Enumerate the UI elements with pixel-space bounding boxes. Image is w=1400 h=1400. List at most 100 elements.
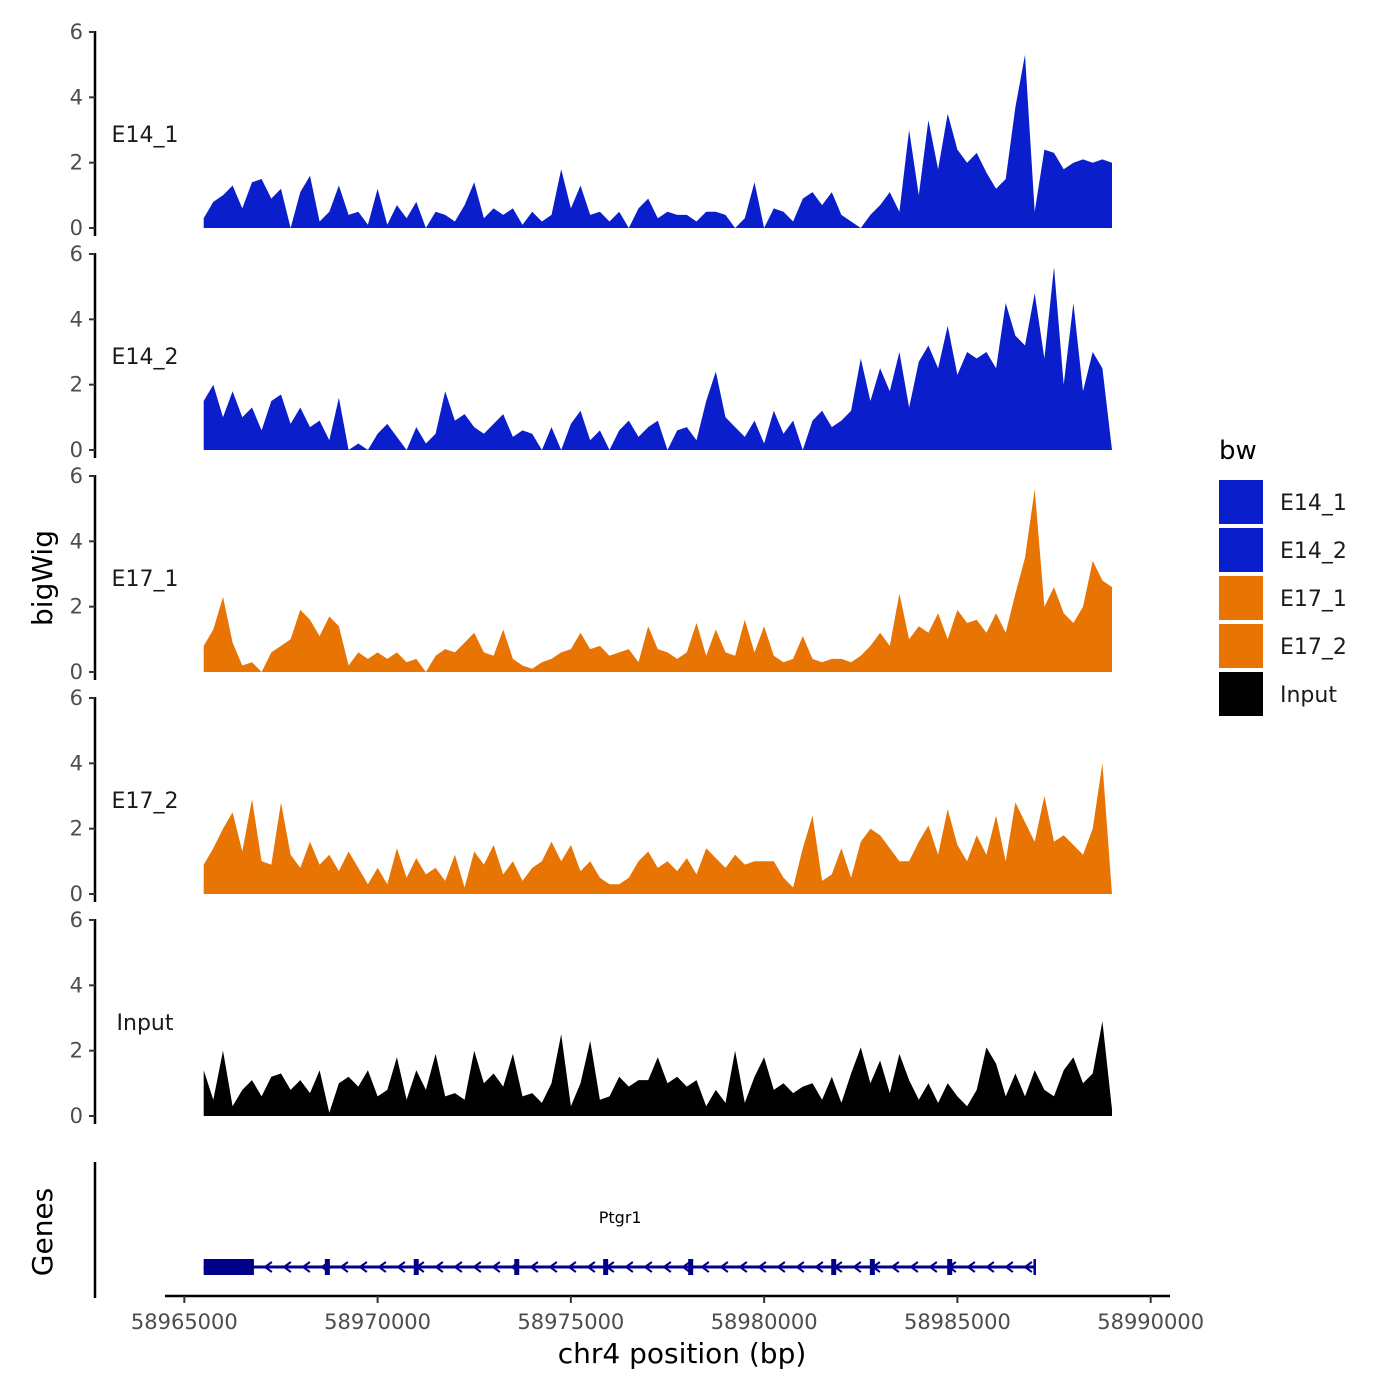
signal-area <box>203 267 1112 450</box>
y-tick-label: 2 <box>70 595 83 619</box>
strand-arrow <box>567 1261 577 1273</box>
y-tick-label: 2 <box>70 1039 83 1063</box>
gene-track-title: Genes <box>26 1188 59 1276</box>
strand-arrow <box>814 1261 824 1273</box>
strand-arrow <box>852 1261 862 1273</box>
strand-arrow <box>624 1261 634 1273</box>
y-tick-label: 6 <box>70 908 83 932</box>
strand-arrow <box>1004 1261 1014 1273</box>
x-axis-title: chr4 position (bp) <box>558 1337 807 1370</box>
gene-name-label: Ptgr1 <box>599 1208 642 1227</box>
strand-arrow <box>491 1261 501 1273</box>
y-axis-title: bigWig <box>26 530 59 626</box>
y-tick-label: 0 <box>70 216 83 240</box>
track-label: E17_1 <box>112 567 179 592</box>
x-axis: 58965000 58970000 58975000 58980000 58985000… <box>131 1294 1204 1334</box>
strand-arrow <box>1023 1261 1033 1273</box>
y-tick-label: 6 <box>70 686 83 710</box>
legend: bw E14_1 E14_2 E17_1 E17_2 Input <box>1219 436 1347 716</box>
x-tick-label: 58975000 <box>517 1310 624 1334</box>
legend-title: bw <box>1219 436 1257 466</box>
track-label: E17_2 <box>112 789 179 814</box>
signal-area <box>203 54 1112 229</box>
legend-swatch <box>1219 528 1263 572</box>
gene-exon <box>603 1259 609 1275</box>
legend-swatch <box>1219 576 1263 620</box>
legend-label: E14_1 <box>1280 491 1347 516</box>
strand-arrow <box>396 1261 406 1273</box>
strand-arrow <box>358 1261 368 1273</box>
y-tick-label: 0 <box>70 438 83 462</box>
gene-exon <box>688 1259 694 1275</box>
x-tick-label: 58970000 <box>324 1310 431 1334</box>
strand-arrow <box>909 1261 919 1273</box>
strand-arrow <box>890 1261 900 1273</box>
y-tick-label: 0 <box>70 1104 83 1128</box>
strand-arrow <box>586 1261 596 1273</box>
strand-arrow <box>662 1261 672 1273</box>
gene-track: Ptgr1 <box>93 1162 1036 1298</box>
signal-area <box>203 763 1112 894</box>
legend-label: E17_2 <box>1280 635 1347 660</box>
track-input: 0 2 4 6 Input <box>70 908 1112 1128</box>
strand-arrow <box>339 1261 349 1273</box>
x-tick-label: 58965000 <box>131 1310 238 1334</box>
strand-arrow <box>453 1261 463 1273</box>
y-tick-label: 4 <box>70 529 83 553</box>
signal-area <box>203 1021 1112 1116</box>
y-tick-label: 6 <box>70 464 83 488</box>
strand-arrow <box>966 1261 976 1273</box>
legend-swatch <box>1219 624 1263 668</box>
y-tick-label: 4 <box>70 85 83 109</box>
y-tick-label: 2 <box>70 151 83 175</box>
legend-swatch <box>1219 672 1263 716</box>
track-label: E14_2 <box>112 345 179 370</box>
strand-arrow <box>434 1261 444 1273</box>
gene-exon <box>413 1259 419 1275</box>
x-tick-label: 58980000 <box>711 1310 818 1334</box>
strand-arrow <box>301 1261 311 1273</box>
y-tick-label: 6 <box>70 242 83 266</box>
strand-arrow <box>776 1261 786 1273</box>
bigwig-tracks: 0 2 4 6 E14_1 0 2 4 6 E14_2 0 2 4 6 E17_1 0 2 4 6 E17_2 0 2 4 6… <box>70 20 1112 1128</box>
y-tick-label: 0 <box>70 660 83 684</box>
track-e14-2: 0 2 4 6 E14_2 <box>70 242 1112 462</box>
strand-arrow <box>757 1261 767 1273</box>
legend-label: E14_2 <box>1280 539 1347 564</box>
strand-arrow <box>738 1261 748 1273</box>
track-e14-1: 0 2 4 6 E14_1 <box>70 20 1112 240</box>
legend-label: Input <box>1280 683 1337 708</box>
gene-exon <box>324 1259 330 1275</box>
y-tick-label: 2 <box>70 373 83 397</box>
strand-arrow <box>985 1261 995 1273</box>
y-tick-label: 2 <box>70 817 83 841</box>
track-label: Input <box>117 1011 174 1036</box>
y-tick-label: 0 <box>70 882 83 906</box>
y-tick-label: 4 <box>70 973 83 997</box>
signal-area <box>203 489 1112 672</box>
track-e17-1: 0 2 4 6 E17_1 <box>70 464 1112 684</box>
strand-arrow <box>681 1261 691 1273</box>
strand-arrow <box>282 1261 292 1273</box>
x-tick-label: 58985000 <box>904 1310 1011 1334</box>
strand-arrow <box>795 1261 805 1273</box>
strand-arrow <box>548 1261 558 1273</box>
strand-arrow <box>643 1261 653 1273</box>
strand-arrow <box>928 1261 938 1273</box>
gene-utr-block <box>203 1259 254 1275</box>
strand-arrow <box>472 1261 482 1273</box>
legend-swatch <box>1219 480 1263 524</box>
strand-arrow <box>719 1261 729 1273</box>
y-tick-label: 4 <box>70 751 83 775</box>
track-e17-2: 0 2 4 6 E17_2 <box>70 686 1112 906</box>
gene-exon <box>947 1259 953 1275</box>
legend-label: E17_1 <box>1280 587 1347 612</box>
x-tick-label: 58990000 <box>1097 1310 1204 1334</box>
strand-arrow <box>700 1261 710 1273</box>
strand-arrow <box>529 1261 539 1273</box>
y-tick-label: 4 <box>70 307 83 331</box>
gene-exon <box>869 1259 875 1275</box>
strand-arrow <box>263 1261 273 1273</box>
